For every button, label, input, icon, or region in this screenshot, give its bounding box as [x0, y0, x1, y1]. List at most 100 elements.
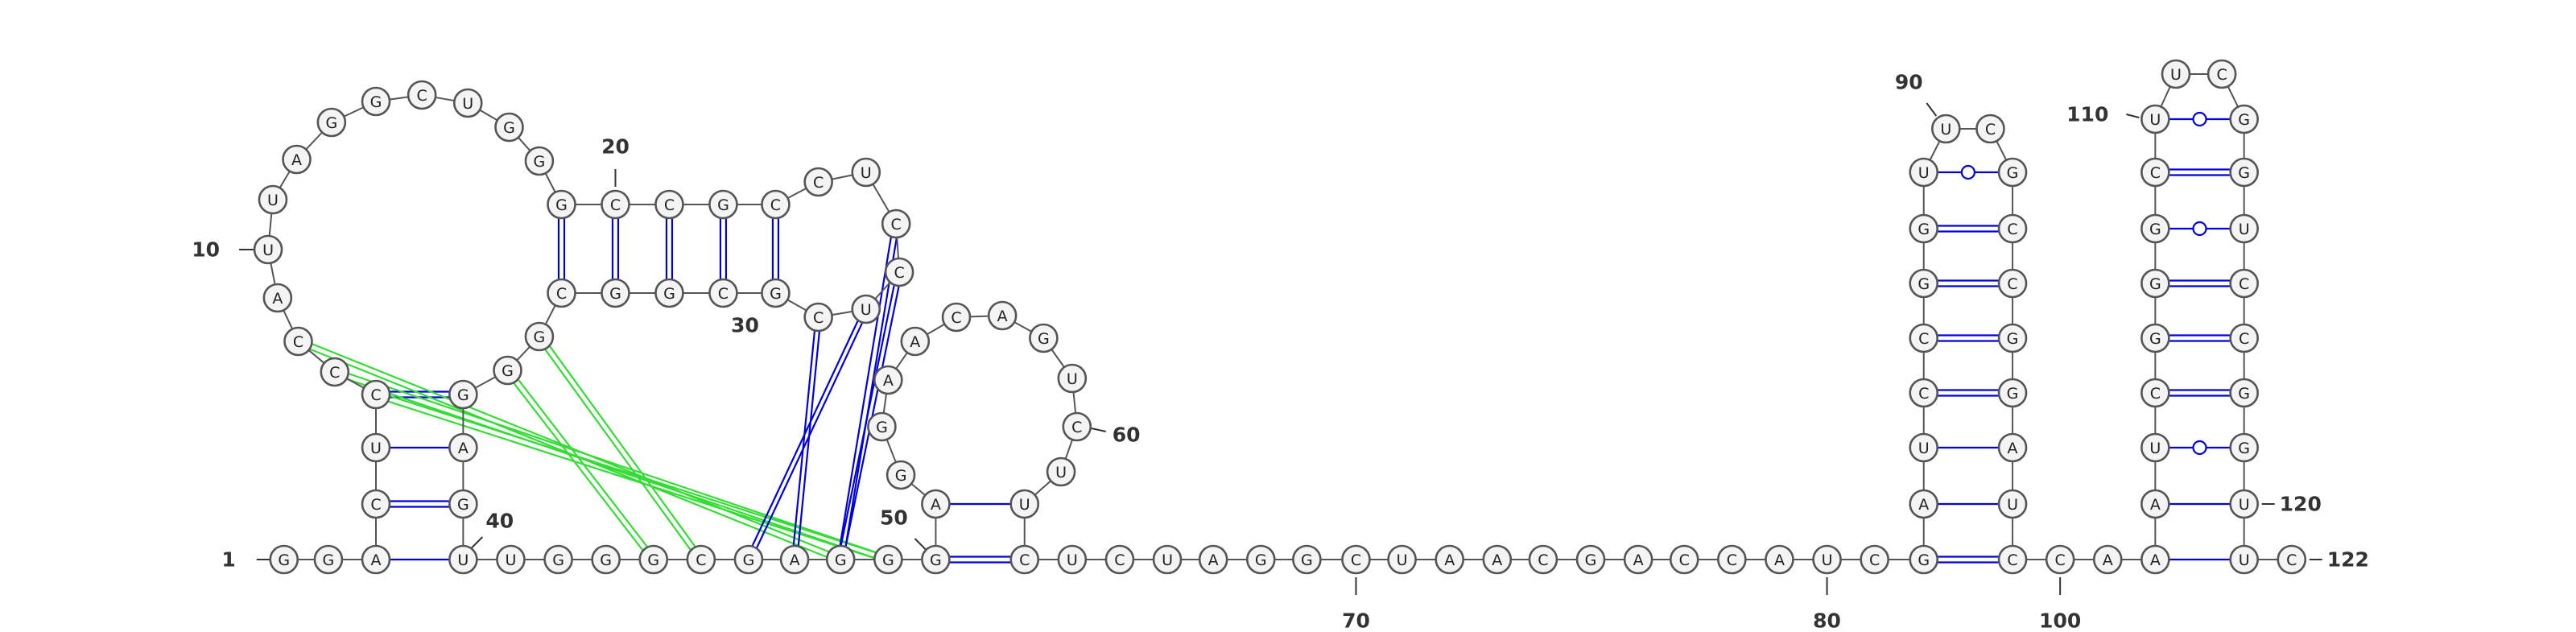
backbone-segment [832, 312, 852, 315]
nucleotide-letter: C [1869, 551, 1880, 569]
backbone-segment [475, 377, 495, 388]
nucleotide-81: C [1861, 546, 1889, 573]
nucleotide-letter: G [534, 328, 546, 346]
nucleotide-letter: G [647, 551, 659, 569]
position-number: 122 [2327, 548, 2369, 572]
nucleotide-86: C [1910, 324, 1938, 352]
backbone-segment [546, 173, 555, 192]
backbone-segment [2161, 86, 2169, 106]
backbone-segment [896, 353, 907, 369]
nucleotide-83: A [1910, 490, 1938, 518]
nucleotide-letter: A [2103, 551, 2113, 569]
nucleotide-letter: U [505, 551, 516, 569]
nucleotide-48: G [827, 546, 854, 573]
nucleotide-letter: C [813, 174, 824, 192]
nucleotide-letter: U [1067, 370, 1078, 388]
nucleotide-letter: U [1162, 551, 1173, 569]
backbone-segment [1074, 392, 1076, 413]
nucleotide-62: U [1011, 490, 1038, 518]
nucleotide-107: G [2141, 270, 2169, 297]
nucleotide-65: C [1106, 546, 1133, 573]
nucleotide-letter: U [267, 192, 279, 209]
nucleotide-33: G [601, 279, 629, 307]
nucleotide-111: U [2162, 60, 2190, 88]
nucleotide-58: G [1030, 324, 1057, 352]
backbone-segment [436, 97, 455, 101]
nucleotide-110: U [2141, 105, 2169, 133]
nucleotide-letter: U [861, 164, 872, 182]
nucleotide-5: U [362, 434, 390, 461]
nucleotide-letter: U [457, 551, 469, 569]
nucleotide-letter: C [1071, 419, 1082, 436]
nucleotide-letter: C [2055, 551, 2066, 569]
position-label-110: 110 [2066, 103, 2139, 126]
nucleotide-letter: U [1918, 164, 1930, 182]
nucleotide-45: C [687, 546, 715, 573]
nucleotide-15: C [408, 81, 436, 109]
base-pair [1938, 390, 1999, 396]
nucleotide-letter: G [2238, 164, 2250, 182]
nucleotide-letter: C [2216, 66, 2227, 84]
nucleotide-103: A [2141, 490, 2169, 518]
backbone-segment [480, 110, 497, 121]
nucleotide-75: G [1577, 546, 1604, 573]
nucleotide-27: C [886, 258, 913, 286]
nucleotide-82: G [1910, 546, 1938, 573]
nucleotide-21: C [655, 191, 683, 218]
nucleotide-97: A [1999, 434, 2026, 461]
nucleotide-letter: G [770, 285, 782, 303]
nucleotide-108: G [2141, 215, 2169, 242]
backbone-segment [390, 97, 408, 99]
nucleotide-57: A [989, 302, 1016, 329]
nucleotide-letter: U [1918, 440, 1930, 457]
nucleotide-16: U [454, 89, 481, 117]
nucleotide-letter: U [462, 95, 473, 113]
nucleotide-letter: C [2007, 221, 2017, 238]
nucleotide-114: G [2231, 159, 2258, 186]
position-number: 10 [192, 238, 220, 262]
nucleotide-letter: C [1538, 551, 1548, 569]
nucleotide-letter: G [835, 551, 847, 569]
backbone-segment [1930, 141, 1939, 160]
position-number: 50 [880, 506, 908, 530]
nucleotide-letter: G [2149, 221, 2161, 238]
nucleotide-letter: G [457, 496, 469, 514]
nucleotide-87: G [1910, 270, 1938, 297]
nucleotide-54: A [874, 366, 902, 394]
nucleotide-101: A [2094, 546, 2121, 573]
nucleotide-99: C [1999, 546, 2026, 573]
position-label-50: 50 [880, 506, 926, 551]
position-label-30: 30 [731, 314, 759, 337]
nucleotide-letter: G [503, 119, 515, 137]
base-pair [667, 218, 672, 279]
nucleotide-37: G [449, 381, 477, 408]
nucleotide-letter: C [416, 87, 427, 105]
backbone-segment [306, 132, 322, 149]
position-label-1: 1 [221, 548, 274, 572]
nucleotide-letter: A [997, 308, 1008, 325]
base-pair [949, 557, 1010, 563]
backbone-segment [1051, 349, 1064, 367]
nucleotide-layer: G G ACUCCCAUUAGG C UGGG C C G CCUCCUCGCGGCGGGAGU… [254, 60, 2306, 573]
backbone-segment [873, 184, 889, 213]
backbone-segment [911, 484, 925, 495]
nucleotide-letter: C [813, 309, 824, 327]
nucleotide-18: G [526, 147, 553, 175]
nucleotide-letter: A [1208, 551, 1219, 569]
nucleotide-4: C [362, 490, 390, 518]
nucleotide-letter: G [2007, 385, 2019, 403]
nucleotide-letter: G [2007, 330, 2019, 348]
nucleotide-59: U [1059, 365, 1086, 392]
nucleotide-letter: C [1985, 121, 1996, 138]
nucleotide-36: G [494, 357, 522, 384]
nucleotide-letter: G [1255, 551, 1267, 569]
nucleotide-52: G [887, 461, 914, 489]
base-pair [1938, 336, 1999, 341]
nucleotide-9: A [264, 284, 291, 312]
nucleotide-letter: C [891, 216, 902, 233]
nucleotide-80: U [1814, 546, 1841, 573]
nucleotide-letter: G [278, 551, 290, 569]
nucleotide-96: G [1999, 379, 2026, 407]
nucleotide-letter: G [882, 551, 894, 569]
nucleotide-69: G [1293, 546, 1320, 573]
